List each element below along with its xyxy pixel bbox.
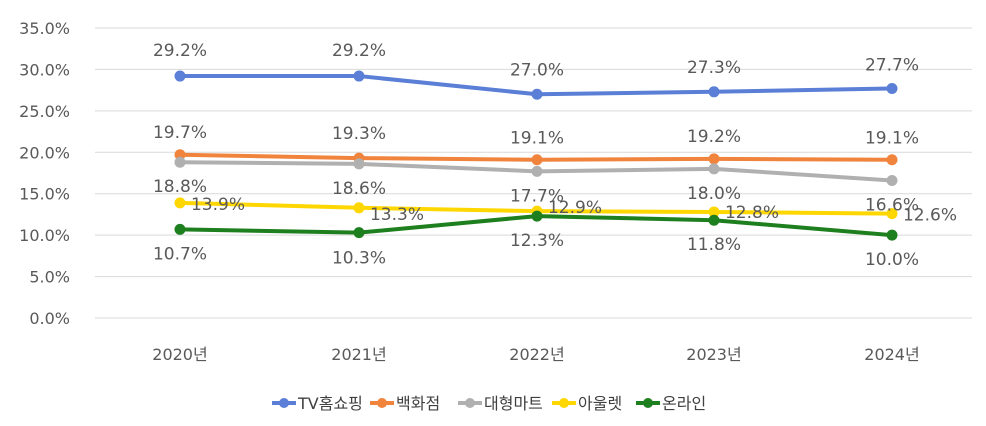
legend-swatch-marker [279,398,289,408]
data-label: 12.3% [510,231,564,251]
x-tick-label: 2022년 [509,345,564,364]
gridlines [95,27,972,319]
legend: TV홈쇼핑 백화점 대형마트 아울렛 온라인 [272,394,706,413]
y-tick-label: 15.0% [19,185,70,204]
data-point [531,88,543,100]
data-label: 27.7% [865,55,919,75]
data-point [708,153,720,165]
data-label: 13.3% [370,205,424,225]
legend-swatch-marker [559,398,569,408]
data-labels: 29.2% 29.2% 27.0% 27.3% 27.7% 19.7% 19.3% 19.1%… [153,41,957,270]
legend-label: 대형마트 [484,394,543,413]
data-point [886,229,898,241]
data-point [174,223,186,235]
data-label: 10.7% [153,244,207,264]
data-point [708,163,720,175]
data-label: 17.7% [510,186,564,206]
legend-swatch-marker [643,398,653,408]
x-tick-label: 2024년 [864,345,919,364]
legend-item: TV홈쇼핑 [272,394,363,413]
data-point [708,214,720,226]
data-point [708,86,720,98]
data-point [886,174,898,186]
data-label: 29.2% [153,41,207,61]
data-point [886,154,898,166]
data-label: 13.9% [191,195,245,215]
data-label: 19.3% [332,124,386,144]
y-tick-label: 35.0% [19,19,70,38]
legend-swatch-marker [377,398,387,408]
y-tick-label: 0.0% [29,309,70,328]
data-label: 29.2% [332,41,386,61]
y-tick-label: 25.0% [19,102,70,121]
x-tick-label: 2021년 [331,345,386,364]
data-point [353,158,365,170]
y-axis: 0.0% 5.0% 10.0% 15.0% 20.0% 25.0% 30.0% 35.0% [19,19,70,328]
data-label: 19.1% [865,129,919,149]
data-label: 19.7% [153,123,207,143]
legend-label: TV홈쇼핑 [297,394,363,413]
x-tick-label: 2020년 [152,345,207,364]
data-point [708,206,720,218]
data-label: 10.3% [332,249,386,269]
legend-label: 아울렛 [578,394,622,413]
legend-item: 백화점 [370,394,440,413]
legend-swatch-marker [465,398,475,408]
data-label: 12.6% [903,206,957,226]
data-label: 10.0% [865,250,919,270]
legend-label: 온라인 [662,394,706,413]
x-tick-label: 2023년 [686,345,741,364]
data-label: 18.6% [332,179,386,199]
data-point [886,208,898,220]
legend-item: 온라인 [636,394,706,413]
legend-label: 백화점 [396,394,440,413]
y-tick-label: 10.0% [19,226,70,245]
y-tick-label: 5.0% [29,268,70,287]
data-point [886,82,898,94]
data-label: 19.2% [687,127,741,147]
y-tick-label: 20.0% [19,143,70,162]
series-lines [174,70,898,241]
data-label: 18.0% [687,184,741,204]
data-point [174,156,186,168]
y-tick-label: 30.0% [19,60,70,79]
data-label: 16.6% [865,195,919,215]
data-point [353,202,365,214]
data-label: 11.8% [687,235,741,255]
data-point [174,197,186,209]
legend-item: 아울렛 [552,394,622,413]
data-label: 19.1% [510,129,564,149]
data-label: 12.9% [548,198,602,218]
data-point [531,210,543,222]
x-axis: 2020년 2021년 2022년 2023년 2024년 [152,345,919,364]
data-point [531,165,543,177]
data-label: 27.3% [687,58,741,78]
data-label: 27.0% [510,60,564,80]
data-point [353,227,365,239]
data-point [174,70,186,82]
data-point [531,154,543,166]
data-point [353,70,365,82]
data-label: 12.8% [725,203,779,223]
data-label: 18.8% [153,177,207,197]
legend-item: 대형마트 [458,394,543,413]
